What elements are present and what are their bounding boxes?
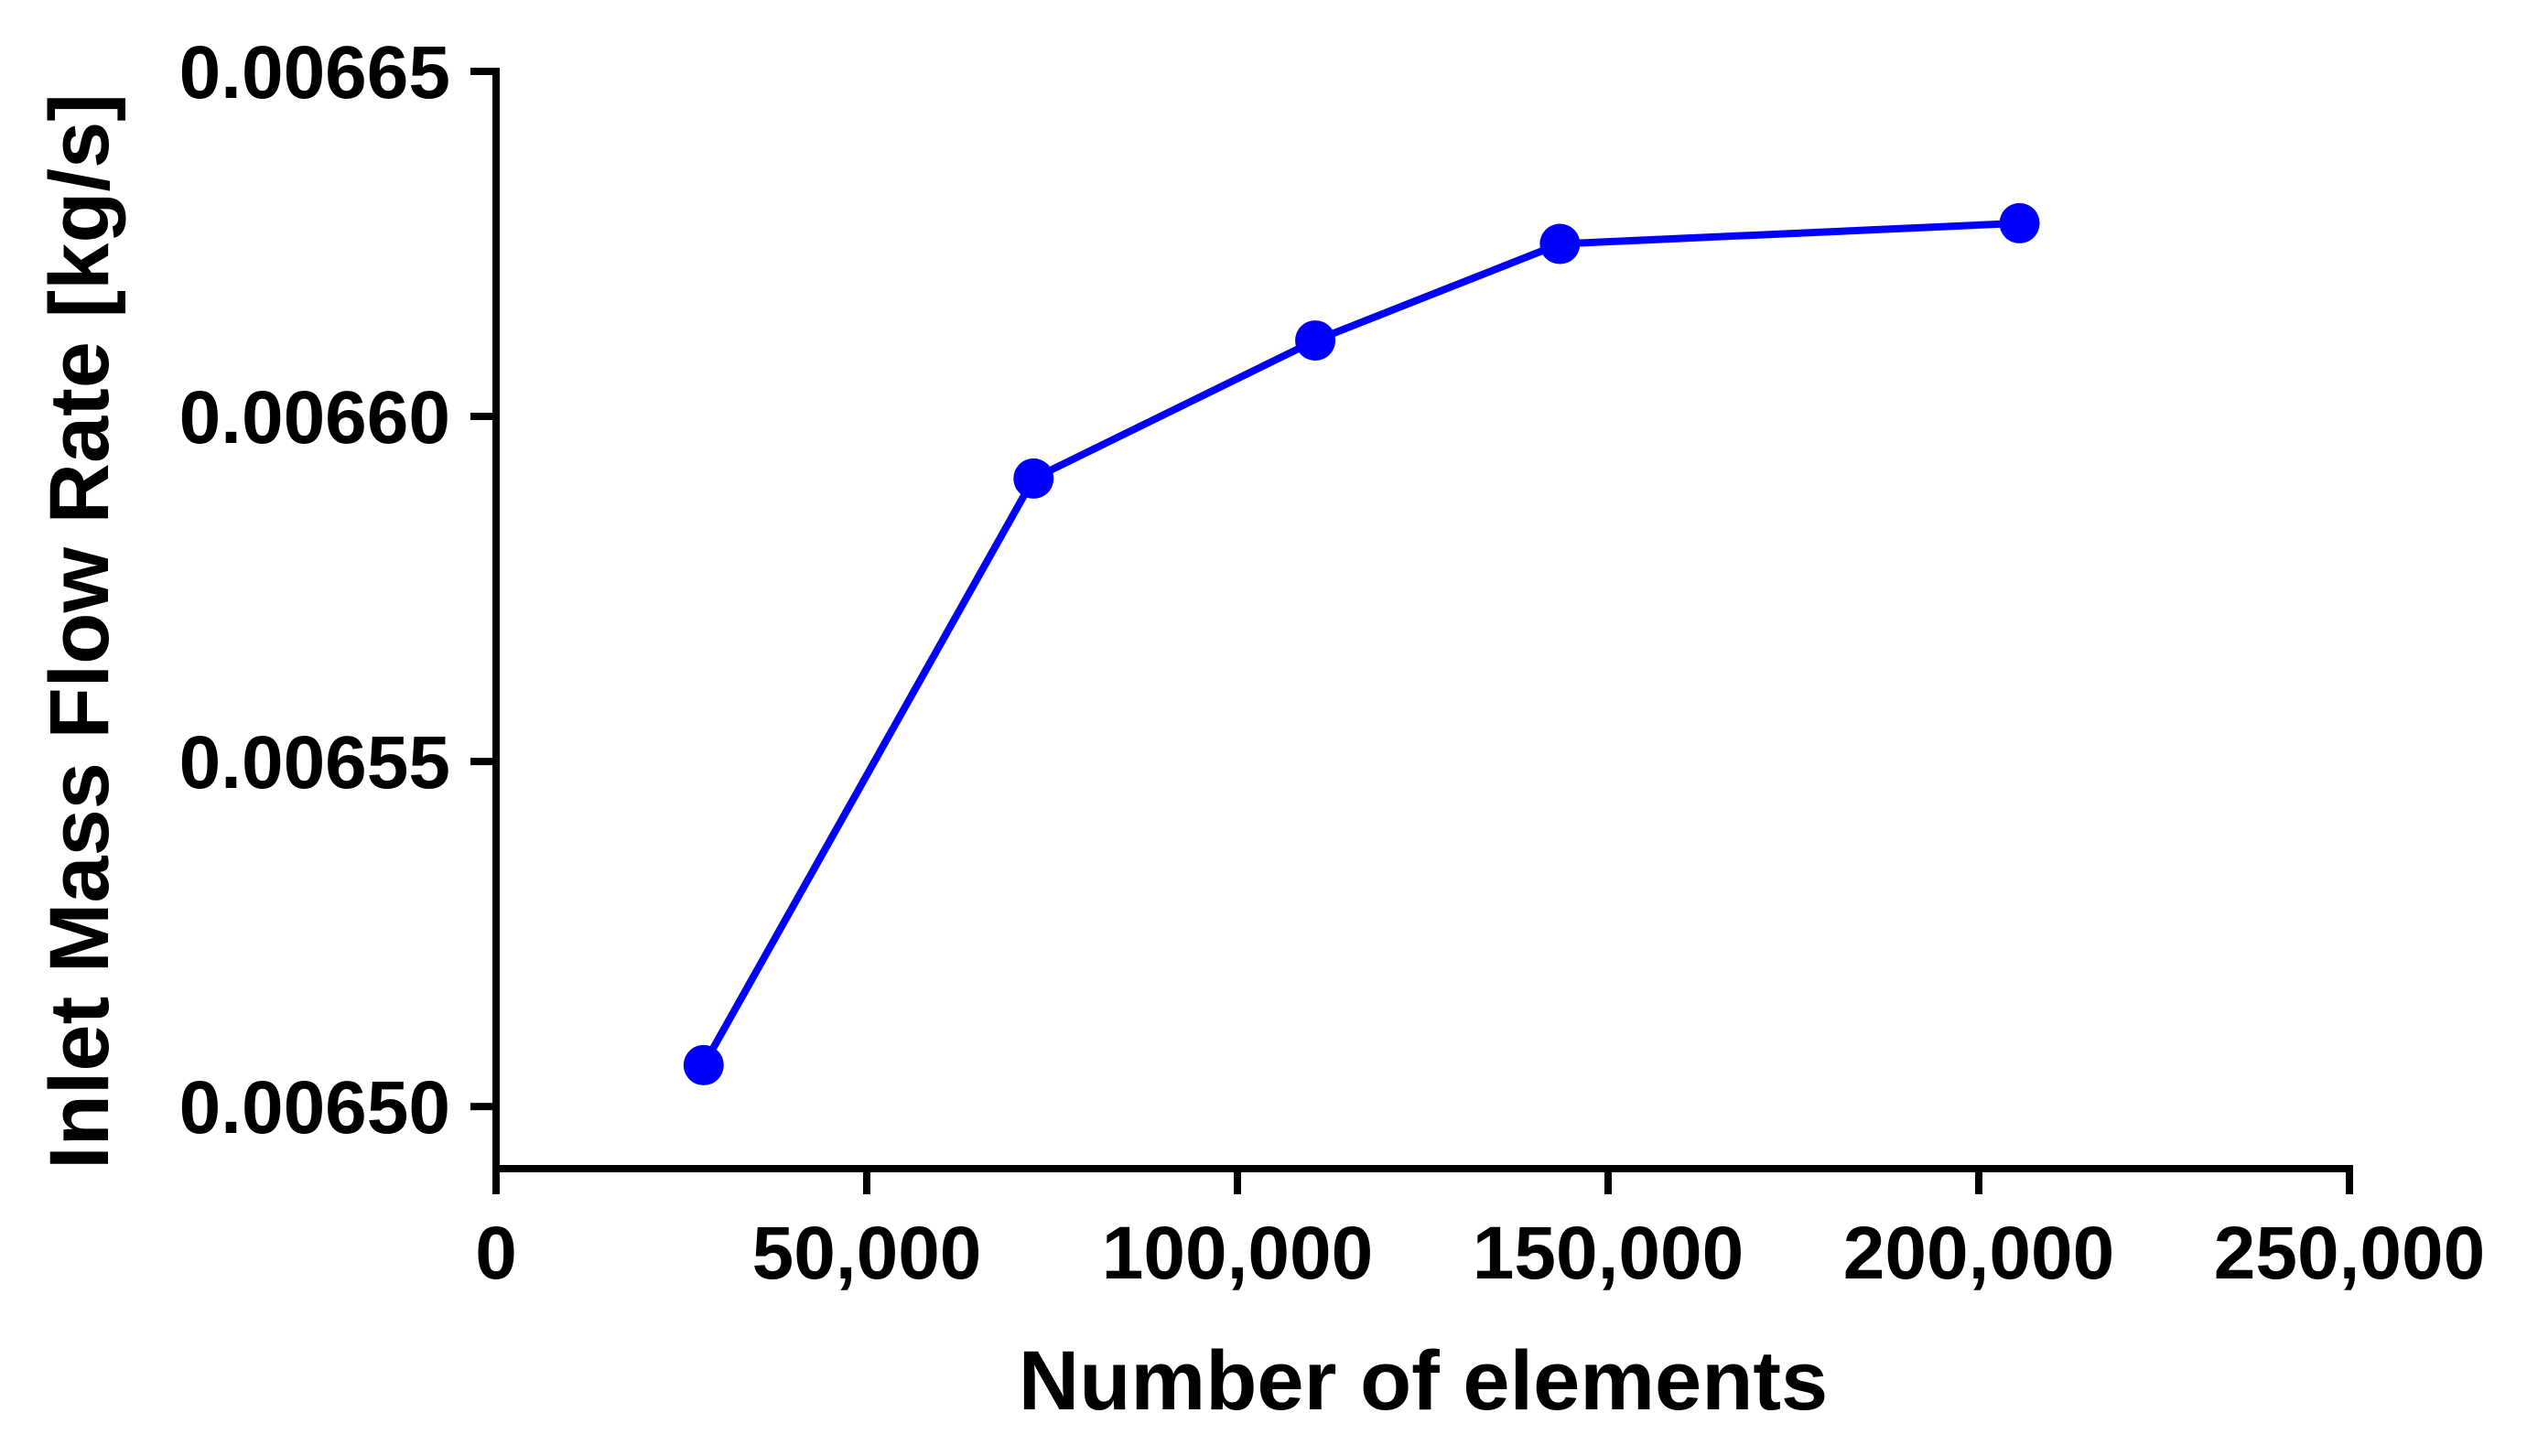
series-layer	[683, 202, 2040, 1085]
data-point	[1013, 458, 1054, 499]
y-axis-title: Inlet Mass Flow Rate [kg/s]	[33, 93, 126, 1170]
x-tick-label: 150,000	[1473, 1212, 1744, 1295]
x-tick-label: 50,000	[752, 1212, 982, 1295]
x-axis-title: Number of elements	[1019, 1334, 1828, 1428]
x-tick-label: 100,000	[1102, 1212, 1373, 1295]
x-tick-label: 0	[475, 1212, 517, 1295]
y-tick-label: 0.00650	[179, 1066, 450, 1149]
data-point	[1539, 223, 1581, 264]
x-axis-ticks: 0 50,000 100,000 150,000 200,000 250,000	[475, 1169, 2485, 1295]
y-tick-label: 0.00660	[179, 376, 450, 459]
series-line	[700, 219, 2020, 1067]
y-tick-label: 0.00665	[179, 31, 450, 114]
y-tick-label: 0.00655	[179, 721, 450, 804]
data-point	[1295, 320, 1336, 361]
x-tick-label: 200,000	[1843, 1212, 2114, 1295]
data-point	[683, 1044, 724, 1085]
axes	[492, 68, 2353, 1172]
x-tick-label: 250,000	[2214, 1212, 2485, 1295]
y-axis-ticks: 0.00650 0.00655 0.00660 0.00665	[179, 31, 496, 1149]
data-point	[1999, 202, 2040, 243]
